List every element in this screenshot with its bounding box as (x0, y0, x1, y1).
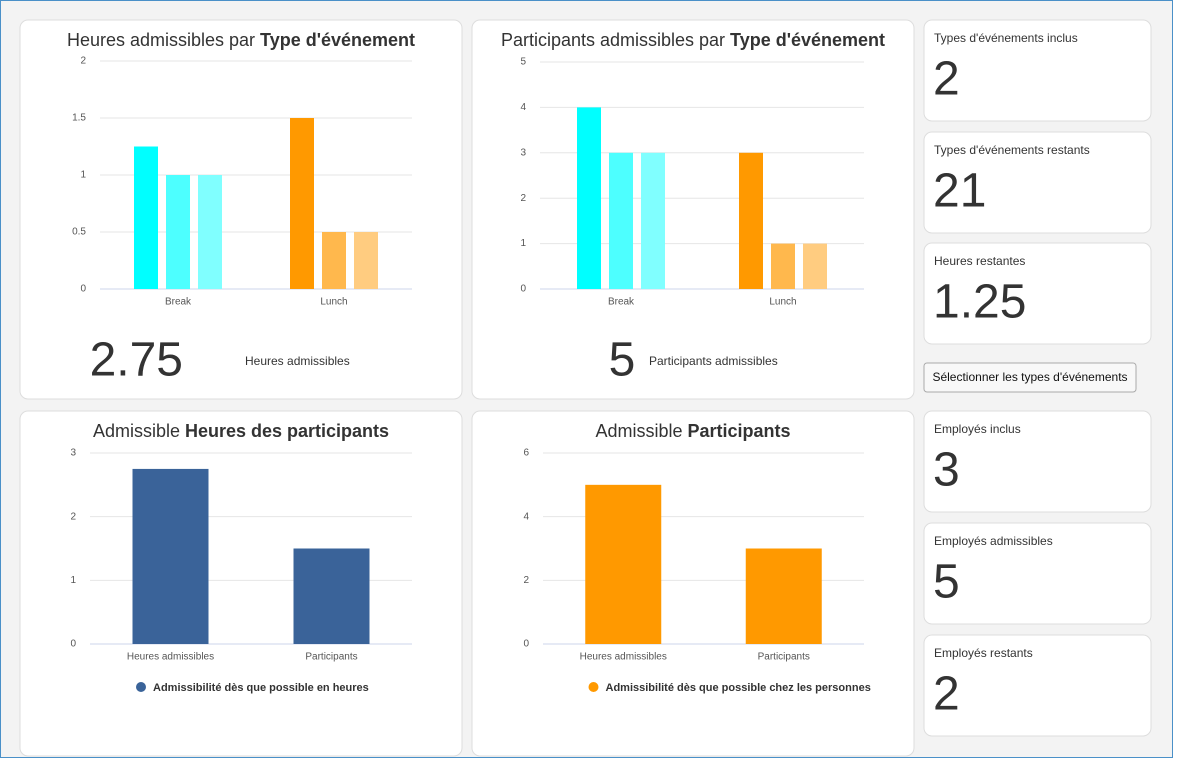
x-tick-label: Heures admissibles (127, 652, 214, 663)
bar (739, 152, 763, 289)
bar (198, 175, 222, 289)
y-tick-label: 2 (70, 511, 76, 522)
kpi-label: Types d'événements restants (934, 143, 1090, 157)
x-tick-label: Lunch (320, 297, 347, 308)
y-tick-label: 1 (70, 575, 76, 586)
title-bold: Type d'événement (730, 30, 885, 50)
bar (166, 175, 190, 289)
total-label: Participants admissibles (649, 354, 778, 368)
bar (585, 484, 662, 644)
x-tick-label: Lunch (769, 297, 796, 308)
title-text: Admissible (93, 421, 180, 441)
y-tick-label: 0 (80, 284, 86, 295)
chart-panel (19, 410, 463, 757)
chart-panel (471, 19, 915, 400)
y-tick-label: 2 (80, 56, 86, 67)
chart-title: Participants admissibles par Type d'événe… (501, 30, 885, 50)
bar (134, 146, 158, 289)
kpi-value: 5 (933, 556, 960, 609)
title-bold: Type d'événement (260, 30, 415, 50)
bar (641, 152, 665, 289)
chart-title: Admissible Participants (595, 421, 790, 441)
x-tick-label: Heures admissibles (580, 652, 667, 663)
bar (745, 548, 822, 644)
kpi-card (923, 242, 1152, 345)
kpi-value: 1.25 (933, 276, 1026, 329)
kpi-card (923, 634, 1152, 737)
y-tick-label: 6 (523, 448, 529, 459)
kpi-value: 2 (933, 668, 960, 721)
bar (322, 232, 346, 289)
chart-title: Heures admissibles par Type d'événement (67, 30, 415, 50)
title-bold: Heures des participants (185, 421, 389, 441)
bar (803, 243, 827, 289)
y-tick-label: 4 (520, 102, 526, 113)
title-text: Participants admissibles par (501, 30, 725, 50)
kpi-card (923, 131, 1152, 234)
y-tick-label: 1 (80, 170, 86, 181)
bar (609, 152, 633, 289)
button-label[interactable]: Sélectionner les types d'événements (932, 370, 1127, 384)
legend-marker (136, 682, 146, 692)
y-tick-label: 3 (70, 448, 76, 459)
kpi-label: Employés inclus (934, 422, 1021, 436)
select-button[interactable]: Sélectionner les types d'événements (923, 362, 1137, 393)
bar (293, 548, 370, 644)
bar (132, 468, 209, 644)
kpi-value: 2 (933, 53, 960, 106)
kpi-label: Employés restants (934, 646, 1033, 660)
title-bold: Participants (687, 421, 790, 441)
y-tick-label: 4 (523, 511, 529, 522)
y-tick-label: 3 (520, 147, 526, 158)
kpi-value: 21 (933, 165, 986, 218)
kpi-label: Types d'événements inclus (934, 31, 1078, 45)
bar (577, 107, 601, 290)
kpi-value: 3 (933, 444, 960, 497)
x-tick-label: Participants (305, 652, 357, 663)
y-tick-label: 0 (520, 284, 526, 295)
y-tick-label: 5 (520, 57, 526, 68)
total-label: Heures admissibles (245, 354, 350, 368)
button-box[interactable] (923, 362, 1137, 393)
y-tick-label: 2 (523, 575, 529, 586)
total-value: 2.75 (90, 334, 183, 387)
chart-panel (19, 19, 463, 400)
y-tick-label: 0 (523, 639, 529, 650)
title-text: Heures admissibles par (67, 30, 255, 50)
kpi-card (923, 410, 1152, 513)
x-tick-label: Break (165, 297, 192, 308)
kpi-card (923, 522, 1152, 625)
legend-marker (588, 682, 599, 692)
x-tick-label: Break (608, 297, 635, 308)
chart-panel (471, 410, 915, 757)
chart-title: Admissible Heures des participants (93, 421, 389, 441)
y-tick-label: 0.5 (72, 227, 86, 238)
total-value: 5 (609, 334, 636, 387)
y-tick-label: 2 (520, 193, 526, 204)
bar (771, 243, 795, 289)
kpi-card (923, 19, 1152, 122)
x-tick-label: Participants (758, 652, 810, 663)
y-tick-label: 1.5 (72, 113, 86, 124)
bar (290, 118, 314, 289)
y-tick-label: 0 (70, 639, 76, 650)
title-text: Admissible (595, 421, 682, 441)
legend-label: Admissibilité dès que possible chez les … (606, 682, 871, 694)
legend-label: Admissibilité dès que possible en heures (153, 682, 369, 694)
bar (354, 232, 378, 289)
kpi-label: Employés admissibles (934, 534, 1053, 548)
y-tick-label: 1 (520, 238, 526, 249)
kpi-label: Heures restantes (934, 254, 1025, 268)
